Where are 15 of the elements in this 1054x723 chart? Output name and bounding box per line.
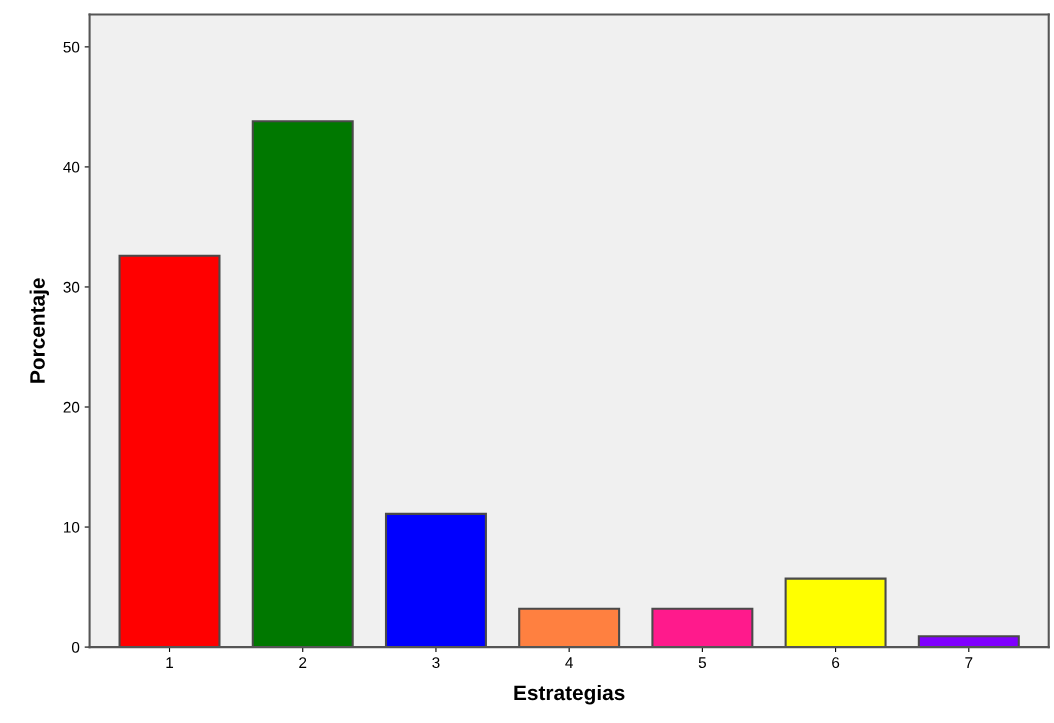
y-tick-label: 30 [63,281,80,293]
x-axis-title: Estrategias [514,684,625,705]
y-tick-label: 40 [63,161,80,173]
x-tick-label: 1 [166,657,174,668]
x-tick-label: 3 [432,657,440,669]
x-tick-label: 2 [299,657,307,668]
y-axis-title: Porcentaje [29,278,49,383]
x-tick-label: 5 [698,657,706,669]
y-tick-label: 50 [63,41,80,53]
y-tick-label: 20 [63,401,80,413]
x-tick-label: 4 [565,657,573,668]
y-tick-label: 10 [64,521,80,533]
x-tick-label: 6 [832,657,840,669]
y-tick-label: 0 [71,641,80,653]
x-tick-label: 7 [965,657,973,668]
